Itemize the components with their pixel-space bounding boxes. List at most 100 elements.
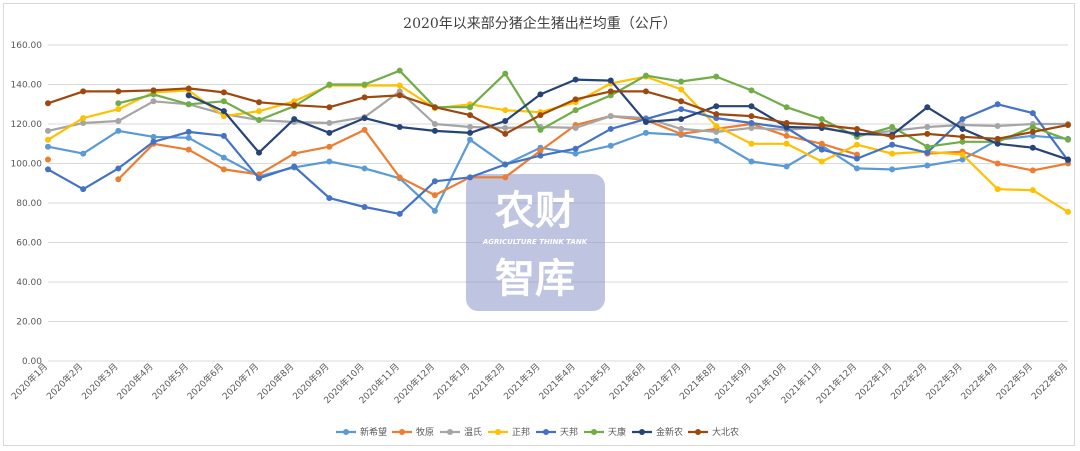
series-3 <box>45 88 1071 138</box>
data-point <box>185 85 192 92</box>
data-point <box>396 67 403 74</box>
data-point <box>572 124 579 131</box>
data-point <box>220 98 227 105</box>
data-point <box>185 146 192 153</box>
data-point <box>502 70 509 77</box>
data-point <box>467 104 474 111</box>
data-point <box>994 122 1001 129</box>
data-point <box>431 104 438 111</box>
x-tick-label: 2021年3月 <box>501 361 542 402</box>
watermark-line2: AGRICULTURE THINK TANK <box>482 238 588 246</box>
data-point <box>220 89 227 96</box>
data-point <box>959 138 966 145</box>
series-line <box>188 78 1069 161</box>
data-point <box>713 122 720 129</box>
data-point <box>783 163 790 170</box>
data-point <box>537 91 544 98</box>
data-point <box>1065 208 1071 215</box>
data-point <box>80 150 87 157</box>
data-point <box>572 96 579 103</box>
data-point <box>748 140 755 147</box>
data-point <box>396 174 403 181</box>
data-point <box>502 124 509 131</box>
data-point <box>713 128 720 135</box>
data-point <box>818 146 825 153</box>
data-point <box>713 137 720 144</box>
data-point <box>80 88 87 95</box>
x-tick-label: 2021年8月 <box>677 361 718 402</box>
legend-marker <box>695 429 701 435</box>
data-point <box>396 123 403 130</box>
x-tick-label: 2021年1月 <box>431 361 472 402</box>
y-tick-label: 60.00 <box>16 239 42 249</box>
watermark-badge <box>466 174 605 311</box>
data-point <box>1065 156 1071 163</box>
data-point <box>678 106 685 113</box>
data-point <box>326 143 333 150</box>
legend-item: 大北农 <box>688 426 739 438</box>
data-point <box>994 135 1001 142</box>
data-point <box>748 120 755 127</box>
data-point <box>502 118 509 125</box>
data-point <box>924 123 931 130</box>
data-point <box>150 87 157 94</box>
legend-item: 温氏 <box>440 427 482 438</box>
data-point <box>537 147 544 154</box>
data-point <box>994 186 1001 193</box>
series-8 <box>45 85 1071 142</box>
data-point <box>431 207 438 214</box>
data-point <box>924 104 931 111</box>
x-tick-label: 2022年3月 <box>923 361 964 402</box>
data-point <box>748 103 755 110</box>
data-point <box>115 165 122 172</box>
data-point <box>256 99 263 106</box>
data-point <box>326 104 333 111</box>
legend-marker <box>543 429 549 435</box>
series-5 <box>45 101 1071 217</box>
data-point <box>783 104 790 111</box>
data-point <box>502 174 509 181</box>
x-tick-label: 2020年6月 <box>185 361 226 402</box>
data-point <box>80 186 87 193</box>
data-point <box>889 123 896 130</box>
x-axis-labels: 2020年1月2020年2月2020年3月2020年4月2020年5月2020年… <box>9 361 1070 407</box>
data-point <box>783 140 790 147</box>
data-point <box>361 165 368 172</box>
data-point <box>80 115 87 122</box>
x-tick-label: 2021年7月 <box>642 361 683 402</box>
line-chart: 2020年以来部分猪企生猪出栏均重（公斤） 农财 AGRICULTURE THI… <box>9 15 1071 438</box>
data-point <box>537 152 544 159</box>
data-point <box>45 143 51 150</box>
data-point <box>1029 187 1036 194</box>
data-point <box>256 149 263 156</box>
data-point <box>1029 123 1036 130</box>
data-point <box>115 88 122 95</box>
series-line <box>47 90 1068 136</box>
data-point <box>45 136 51 143</box>
legend-label: 天康 <box>608 426 626 438</box>
data-point <box>361 203 368 210</box>
data-point <box>607 77 614 84</box>
data-point <box>45 100 51 107</box>
data-point <box>572 145 579 152</box>
data-point <box>537 112 544 119</box>
watermark-line1: 农财 <box>495 188 575 234</box>
watermark-logo: 农财 AGRICULTURE THINK TANK 智库 <box>466 174 605 311</box>
data-point <box>185 134 192 141</box>
data-point <box>502 130 509 137</box>
data-point <box>467 174 474 181</box>
data-point <box>678 98 685 105</box>
data-point <box>1029 144 1036 151</box>
data-point <box>994 160 1001 167</box>
data-point <box>748 87 755 94</box>
chart-title: 2020年以来部分猪企生猪出栏均重（公斤） <box>403 15 677 32</box>
data-point <box>572 76 579 83</box>
series-line <box>47 87 1069 140</box>
data-point <box>150 98 157 105</box>
data-point <box>607 88 614 95</box>
y-tick-label: 0.00 <box>22 357 42 367</box>
data-point <box>678 78 685 85</box>
legend-item: 新希望 <box>336 426 387 438</box>
data-point <box>853 130 860 137</box>
legend-label: 金新农 <box>656 426 683 438</box>
